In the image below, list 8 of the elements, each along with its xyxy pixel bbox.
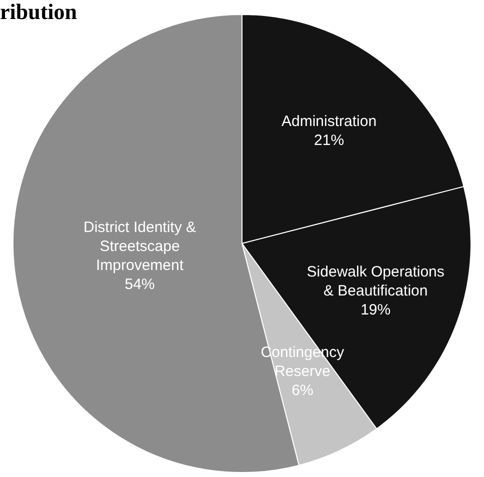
data-label: 19% [360,302,391,319]
data-label: 6% [292,382,314,400]
data-label: 21% [314,132,344,149]
slice-label: Sidewalk Operations & Beautification [306,264,444,300]
chart-title: ribution [0,0,78,24]
data-label: 54% [124,276,155,294]
slice-label: Administration [281,112,377,130]
slice-label: District Identity & Streetscape Improvement [83,219,196,274]
